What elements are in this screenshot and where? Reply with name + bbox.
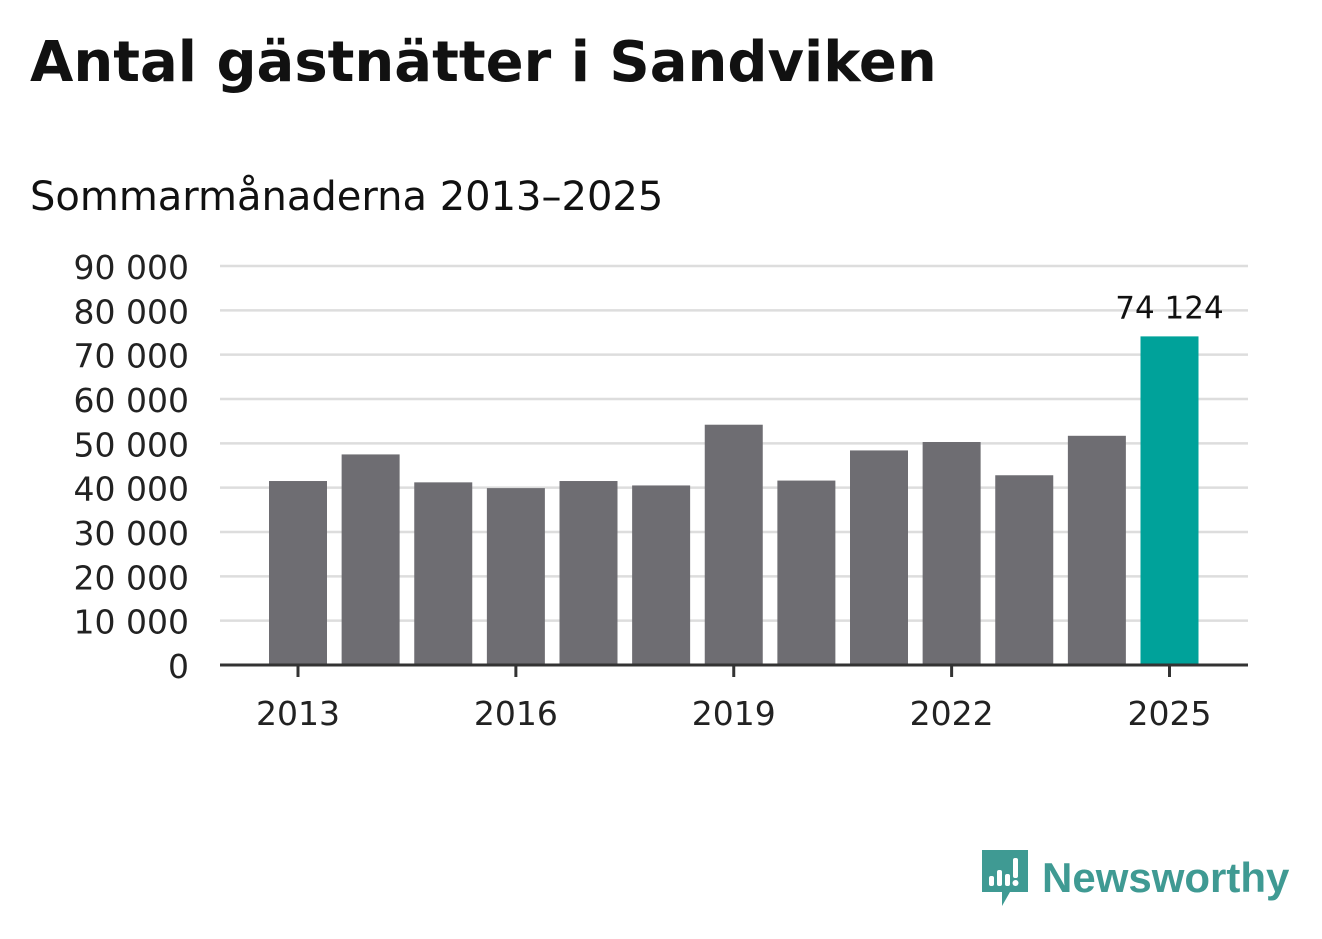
bar bbox=[922, 442, 981, 665]
bar bbox=[486, 488, 545, 665]
bar bbox=[995, 475, 1054, 665]
bar bbox=[777, 480, 836, 665]
bar bbox=[269, 481, 327, 665]
brand-name: Newsworthy bbox=[1042, 854, 1290, 901]
y-tick-label: 20 000 bbox=[74, 558, 189, 597]
newsworthy-logo: Newsworthy bbox=[980, 848, 1289, 908]
highlight-bar bbox=[1140, 336, 1199, 665]
data-label: 74 124 bbox=[1115, 290, 1223, 326]
y-tick-label: 0 bbox=[168, 647, 189, 686]
x-tick-label: 2013 bbox=[256, 694, 340, 733]
bar bbox=[850, 450, 908, 665]
x-tick-label: 2019 bbox=[692, 694, 776, 733]
bar bbox=[559, 481, 618, 665]
bar bbox=[704, 424, 763, 665]
y-tick-label: 80 000 bbox=[74, 292, 189, 331]
newsworthy-logo-icon bbox=[982, 850, 1028, 906]
y-tick-label: 60 000 bbox=[74, 381, 189, 420]
chart-title: Antal gästnätter i Sandviken bbox=[30, 30, 937, 95]
x-tick-label: 2016 bbox=[474, 694, 558, 733]
bar bbox=[632, 485, 691, 665]
chart-subtitle: Sommarmånaderna 2013–2025 bbox=[30, 174, 664, 220]
y-tick-label: 50 000 bbox=[74, 425, 189, 464]
y-tick-label: 70 000 bbox=[74, 337, 189, 376]
bar bbox=[341, 454, 400, 665]
x-tick-label: 2025 bbox=[1128, 694, 1212, 733]
axes bbox=[220, 663, 1248, 677]
bar-chart: 0 10 000 20 000 30 000 40 000 50 000 60 000 70 … bbox=[74, 248, 1248, 733]
labels: 0 10 000 20 000 30 000 40 000 50 000 60 000 70 … bbox=[74, 248, 1224, 733]
bar bbox=[1067, 435, 1126, 665]
y-tick-label: 90 000 bbox=[74, 248, 189, 287]
y-tick-label: 10 000 bbox=[74, 603, 189, 642]
bar bbox=[414, 482, 473, 665]
bars bbox=[269, 336, 1199, 665]
y-tick-label: 30 000 bbox=[74, 514, 189, 553]
y-tick-label: 40 000 bbox=[74, 470, 189, 509]
x-tick-label: 2022 bbox=[910, 694, 994, 733]
